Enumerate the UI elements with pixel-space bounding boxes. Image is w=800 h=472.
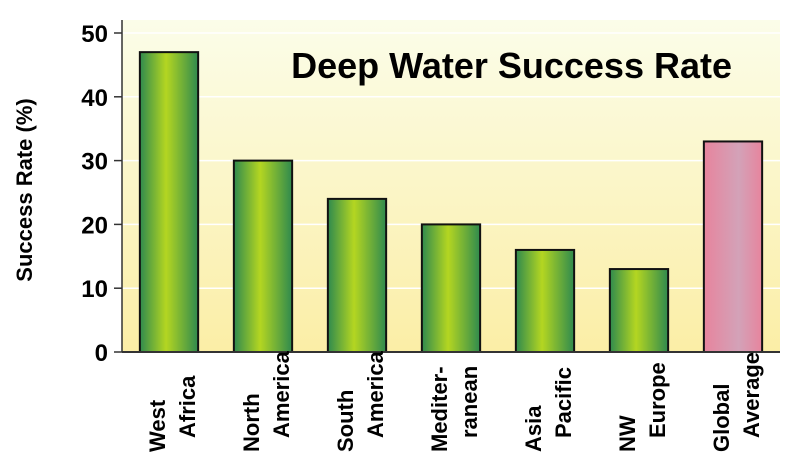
y-tick-label: 0 xyxy=(95,340,108,367)
category-label: Asia Pacific xyxy=(521,367,576,452)
bar xyxy=(514,248,576,353)
category-label: South America xyxy=(333,350,388,452)
category-label: Mediter-ranean xyxy=(427,366,482,452)
y-tick-label: 40 xyxy=(81,85,108,112)
category-label-line: Average xyxy=(739,352,764,438)
axes xyxy=(114,20,780,353)
category-label: West Africa xyxy=(145,375,200,452)
bar xyxy=(232,159,294,353)
category-label: Global Average xyxy=(709,352,764,452)
category-label-line: ranean xyxy=(457,366,482,438)
y-tick-label: 50 xyxy=(81,21,108,48)
bars xyxy=(138,51,764,353)
category-label: North America xyxy=(239,350,294,452)
category-label-line: Pacific xyxy=(551,367,576,438)
y-tick-label: 10 xyxy=(81,276,108,303)
category-label-line: Global xyxy=(709,384,734,452)
category-label: NW Europe xyxy=(615,362,670,452)
y-tick-label: 20 xyxy=(81,212,108,239)
category-label-line: America xyxy=(363,350,388,438)
y-axis-label: Success Rate (%) xyxy=(12,98,37,281)
bar xyxy=(608,268,670,353)
bar xyxy=(138,51,200,353)
bar xyxy=(420,223,482,353)
y-tick-labels: 0 10 20 30 40 50 xyxy=(81,21,108,367)
category-label-line: Africa xyxy=(175,375,200,438)
category-label-line: Mediter- xyxy=(427,366,452,452)
y-tick-label: 30 xyxy=(81,149,108,176)
category-labels: West Africa North America South America Medite… xyxy=(145,350,764,452)
bar xyxy=(326,197,388,353)
bar xyxy=(702,140,764,353)
category-label-line: Asia xyxy=(521,405,546,452)
chart-title: Deep Water Success Rate xyxy=(291,45,732,86)
category-label-line: NW xyxy=(615,415,640,452)
category-label-line: Europe xyxy=(645,362,670,438)
category-label-line: America xyxy=(269,350,294,438)
category-label-line: South xyxy=(333,390,358,452)
category-label-line: West xyxy=(145,399,170,452)
category-label-line: North xyxy=(239,393,264,452)
